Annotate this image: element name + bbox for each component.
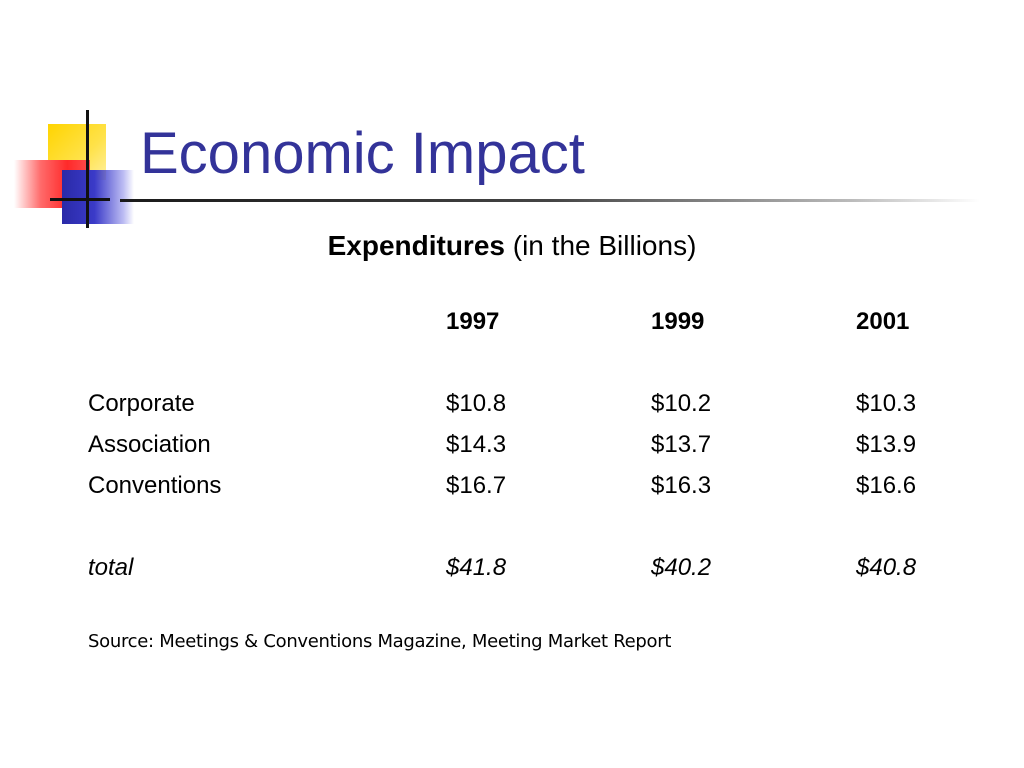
- table-cell: $10.8: [446, 390, 507, 417]
- table-cell: $16.3: [651, 472, 712, 499]
- source-note: Source: Meetings & Conventions Magazine,…: [88, 631, 672, 652]
- row-label-corporate: Corporate: [88, 390, 195, 417]
- row-label-total: total: [88, 554, 134, 581]
- table-cell: $13.7: [651, 431, 712, 458]
- table-cell: $16.7: [446, 472, 507, 499]
- column-header-2001: 2001: [856, 308, 910, 335]
- column-header-1999: 1999: [651, 308, 705, 335]
- vertical-line: [86, 110, 89, 228]
- title-divider: [120, 199, 980, 202]
- decorative-logo: [0, 100, 150, 240]
- total-cell: $40.2: [651, 554, 712, 581]
- table-caption: Expenditures (in the Billions): [0, 230, 1024, 262]
- table-cell: $14.3: [446, 431, 507, 458]
- slide-title: Economic Impact: [140, 121, 585, 186]
- blue-square: [62, 170, 134, 224]
- row-label-association: Association: [88, 431, 211, 458]
- table-cell: $10.2: [651, 390, 712, 417]
- total-cell: $41.8: [446, 554, 507, 581]
- row-label-conventions: Conventions: [88, 472, 222, 499]
- table-cell: $10.3: [856, 390, 917, 417]
- table-cell: $16.6: [856, 472, 917, 499]
- horizontal-line: [50, 198, 110, 201]
- caption-bold: Expenditures: [327, 230, 505, 261]
- total-cell: $40.8: [856, 554, 917, 581]
- table-cell: $13.9: [856, 431, 917, 458]
- column-header-1997: 1997: [446, 308, 500, 335]
- caption-rest: (in the Billions): [504, 230, 697, 261]
